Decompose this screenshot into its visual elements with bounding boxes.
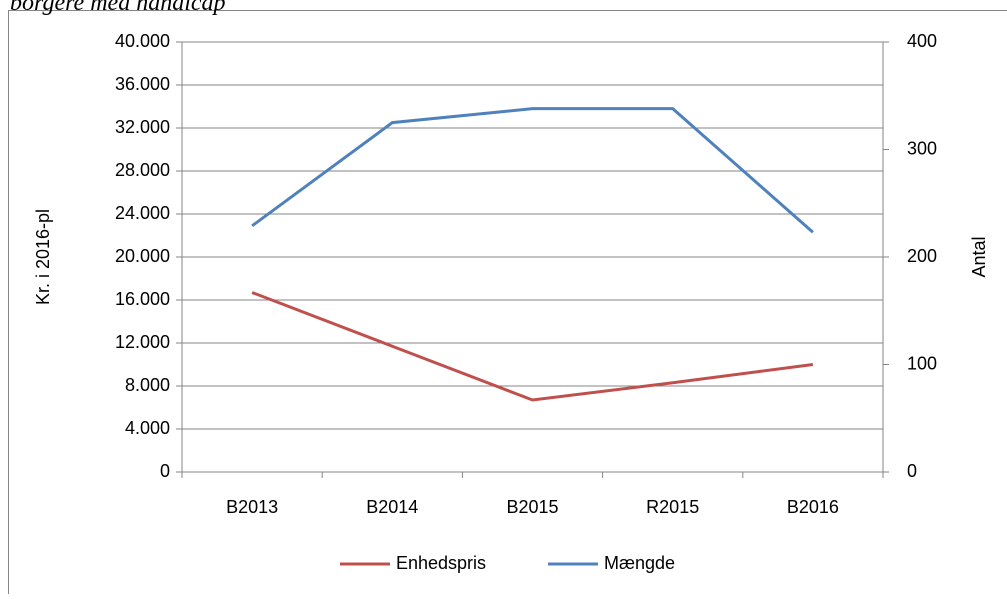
- y2-tick-label: 100: [907, 353, 937, 373]
- x-tick-label: R2015: [646, 497, 699, 517]
- y-axis-title: Kr. i 2016-pl: [33, 209, 53, 305]
- chart-title: borgere med handicap: [10, 0, 226, 16]
- legend-label: Mængde: [604, 553, 675, 573]
- y2-tick-label: 0: [907, 461, 917, 481]
- x-tick-label: B2015: [506, 497, 558, 517]
- y-tick-label: 0: [160, 461, 170, 481]
- x-tick-label: B2013: [226, 497, 278, 517]
- y-tick-label: 32.000: [115, 117, 170, 137]
- y-tick-label: 20.000: [115, 246, 170, 266]
- y-tick-label: 12.000: [115, 332, 170, 352]
- y-tick-label: 4.000: [125, 418, 170, 438]
- legend-label: Enhedspris: [396, 553, 486, 573]
- x-tick-label: B2014: [366, 497, 418, 517]
- y-tick-label: 8.000: [125, 375, 170, 395]
- y-tick-label: 40.000: [115, 31, 170, 51]
- y2-axis-title: Antal: [969, 236, 989, 277]
- y2-tick-label: 400: [907, 31, 937, 51]
- y2-tick-label: 300: [907, 138, 937, 158]
- y-tick-label: 36.000: [115, 74, 170, 94]
- y-tick-label: 24.000: [115, 203, 170, 223]
- x-tick-label: B2016: [787, 497, 839, 517]
- y2-tick-label: 200: [907, 246, 937, 266]
- y-tick-label: 16.000: [115, 289, 170, 309]
- y-tick-label: 28.000: [115, 160, 170, 180]
